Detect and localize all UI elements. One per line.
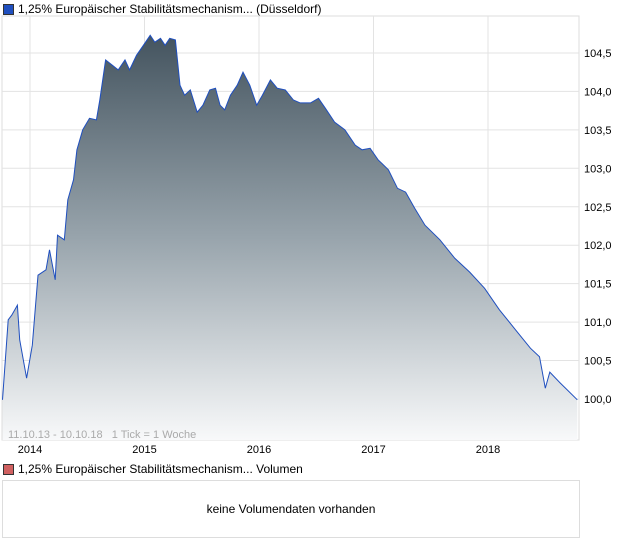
series-color-swatch — [3, 3, 14, 15]
y-tick-label: 101,0 — [584, 317, 612, 329]
x-tick-label: 2018 — [476, 444, 500, 456]
chart-info: 11.10.13 - 10.10.18 1 Tick = 1 Woche — [8, 429, 196, 441]
chart-legend: 1,25% Europäischer Stabilitätsmechanism.… — [3, 2, 321, 16]
volume-title: 1,25% Europäischer Stabilitätsmechanism.… — [18, 462, 303, 476]
y-tick-label: 104,0 — [584, 86, 612, 98]
y-tick-label: 103,0 — [584, 163, 612, 175]
volume-legend: 1,25% Europäischer Stabilitätsmechanism.… — [3, 462, 303, 476]
y-tick-label: 104,5 — [584, 48, 612, 60]
price-chart: 100,0 100,5 101,0 101,5 102,0 102,5 103,0 103,5… — [1, 15, 612, 456]
y-tick-label: 100,0 — [584, 394, 612, 406]
y-tick-label: 100,5 — [584, 356, 612, 368]
y-tick-label: 103,5 — [584, 125, 612, 137]
price-area — [2, 35, 578, 441]
y-tick-label: 102,5 — [584, 202, 612, 214]
price-line — [2, 34, 578, 401]
x-tick-label: 2015 — [132, 444, 156, 456]
y-tick-label: 102,0 — [584, 240, 612, 252]
x-tick-label: 2016 — [247, 444, 271, 456]
y-tick-label: 101,5 — [584, 279, 612, 291]
volume-panel: keine Volumendaten vorhanden — [2, 480, 580, 538]
volume-color-swatch — [3, 463, 14, 475]
chart-title: 1,25% Europäischer Stabilitätsmechanism.… — [18, 2, 322, 16]
x-tick-label: 2017 — [361, 444, 385, 456]
volume-empty-message: keine Volumendaten vorhanden — [206, 502, 376, 516]
x-tick-label: 2014 — [18, 444, 42, 456]
